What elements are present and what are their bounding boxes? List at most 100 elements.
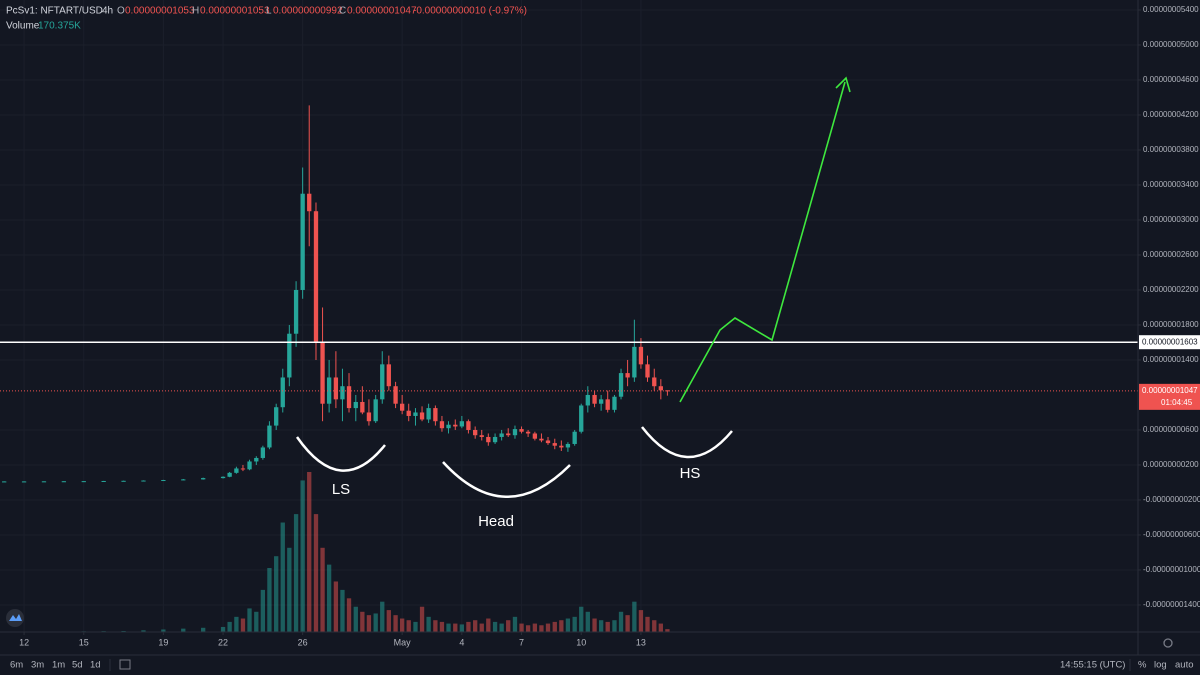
volume-bar [492,621,498,632]
volume-bar [539,625,544,632]
volume-bar [585,611,590,632]
candle-body [479,435,484,437]
volume-bar [439,621,445,632]
range-button[interactable]: 5d [72,660,83,671]
candle-body [240,468,246,470]
auto-button[interactable]: auto [1175,660,1194,671]
volume-bar [287,547,292,632]
volume-bar [612,620,617,632]
candle-body [227,472,232,477]
volume-bar [486,618,491,632]
candle-body [81,481,86,483]
volume-bar [380,601,385,632]
volume-bar [373,613,378,632]
candle-body [525,431,531,434]
range-button[interactable]: 3m [31,660,44,671]
candle-body [287,333,292,378]
y-tick-label: 0.00000003000 [1143,215,1199,224]
candle-body [598,399,604,404]
log-button[interactable]: log [1154,660,1167,671]
volume-bar [625,615,630,632]
ohlc-label: H [192,6,199,17]
candle-body [545,440,551,444]
volume-bar [333,581,339,632]
volume-bar [300,480,305,632]
x-tick-label: 12 [19,637,29,647]
settings-icon[interactable] [1163,638,1173,648]
volume-bar [240,618,246,632]
candle-body [386,364,391,387]
volume-bar [280,522,285,632]
change: -0.00000000010 (-0.97%) [413,6,527,17]
candle-body [618,373,624,397]
volume-bar [632,601,637,632]
range-button[interactable]: 6m [10,660,23,671]
left-shoulder-arc [295,436,386,472]
candle-body [274,407,279,426]
candle-body [161,480,166,482]
candle-body [340,386,345,400]
volume-label: Volume [6,21,40,32]
candle-body [665,390,670,392]
volume-bar [386,610,391,632]
candle-body [565,443,571,448]
x-tick-label: May [394,637,412,647]
candle-body [260,447,266,458]
volume-bar [572,616,577,632]
y-tick-label: 0.00000003400 [1143,180,1199,189]
candle-body [579,405,584,432]
candle-body [366,412,372,422]
volume-bar [618,611,624,632]
volume-bar [579,606,584,632]
range-button[interactable]: 1m [52,660,65,671]
candle-body [612,396,617,410]
percent-button[interactable]: % [1138,660,1147,671]
volume-bar [393,615,398,632]
last-price-box [1139,383,1200,410]
volume-bar [413,621,418,632]
volume-bar [658,623,663,632]
countdown: 01:04:45 [1161,398,1193,407]
candle-body [353,401,358,409]
candle-body [473,429,478,436]
range-button[interactable]: 1d [90,660,101,671]
volume-bar [598,620,604,632]
volume-bar [525,625,531,632]
logo-mark [9,614,22,621]
candle-body [426,408,431,420]
last-price-label: 0.00000001047 [1142,386,1198,395]
candle-body [532,433,538,439]
date-range-icon[interactable] [119,659,131,670]
volume-bar [499,623,504,632]
x-tick-label: 19 [158,637,168,647]
y-tick-label: 0.00000001800 [1143,320,1199,329]
x-tick-label: 10 [576,637,586,647]
volume-bar [446,623,451,632]
candle-body [293,289,299,334]
volume-bar [274,556,279,632]
candle-body [652,377,657,387]
symbol: PcSv1: NFTART/USD [6,6,103,17]
y-tick-label: -0.00000001000 [1143,565,1200,574]
x-tick-label: 22 [218,637,228,647]
candle-body [220,476,226,479]
candle-body [326,377,332,404]
volume-bar [201,627,206,632]
y-tick-label: 0.00000002600 [1143,250,1199,259]
candle-body [41,481,47,483]
x-tick-label: 15 [79,637,89,647]
candle-body [393,386,398,404]
y-tick-label: 0.00000000600 [1143,425,1199,434]
arrow-head [835,76,851,93]
candle-body [499,433,504,437]
volume-bar [293,514,299,632]
ohlc-label: L [266,6,272,17]
volume-bar [532,623,538,632]
volume-bar [592,618,597,632]
volume-value: 170.375K [38,21,81,32]
interval: 4h [102,6,113,17]
volume-bar [433,620,438,632]
volume-bar [512,616,518,632]
